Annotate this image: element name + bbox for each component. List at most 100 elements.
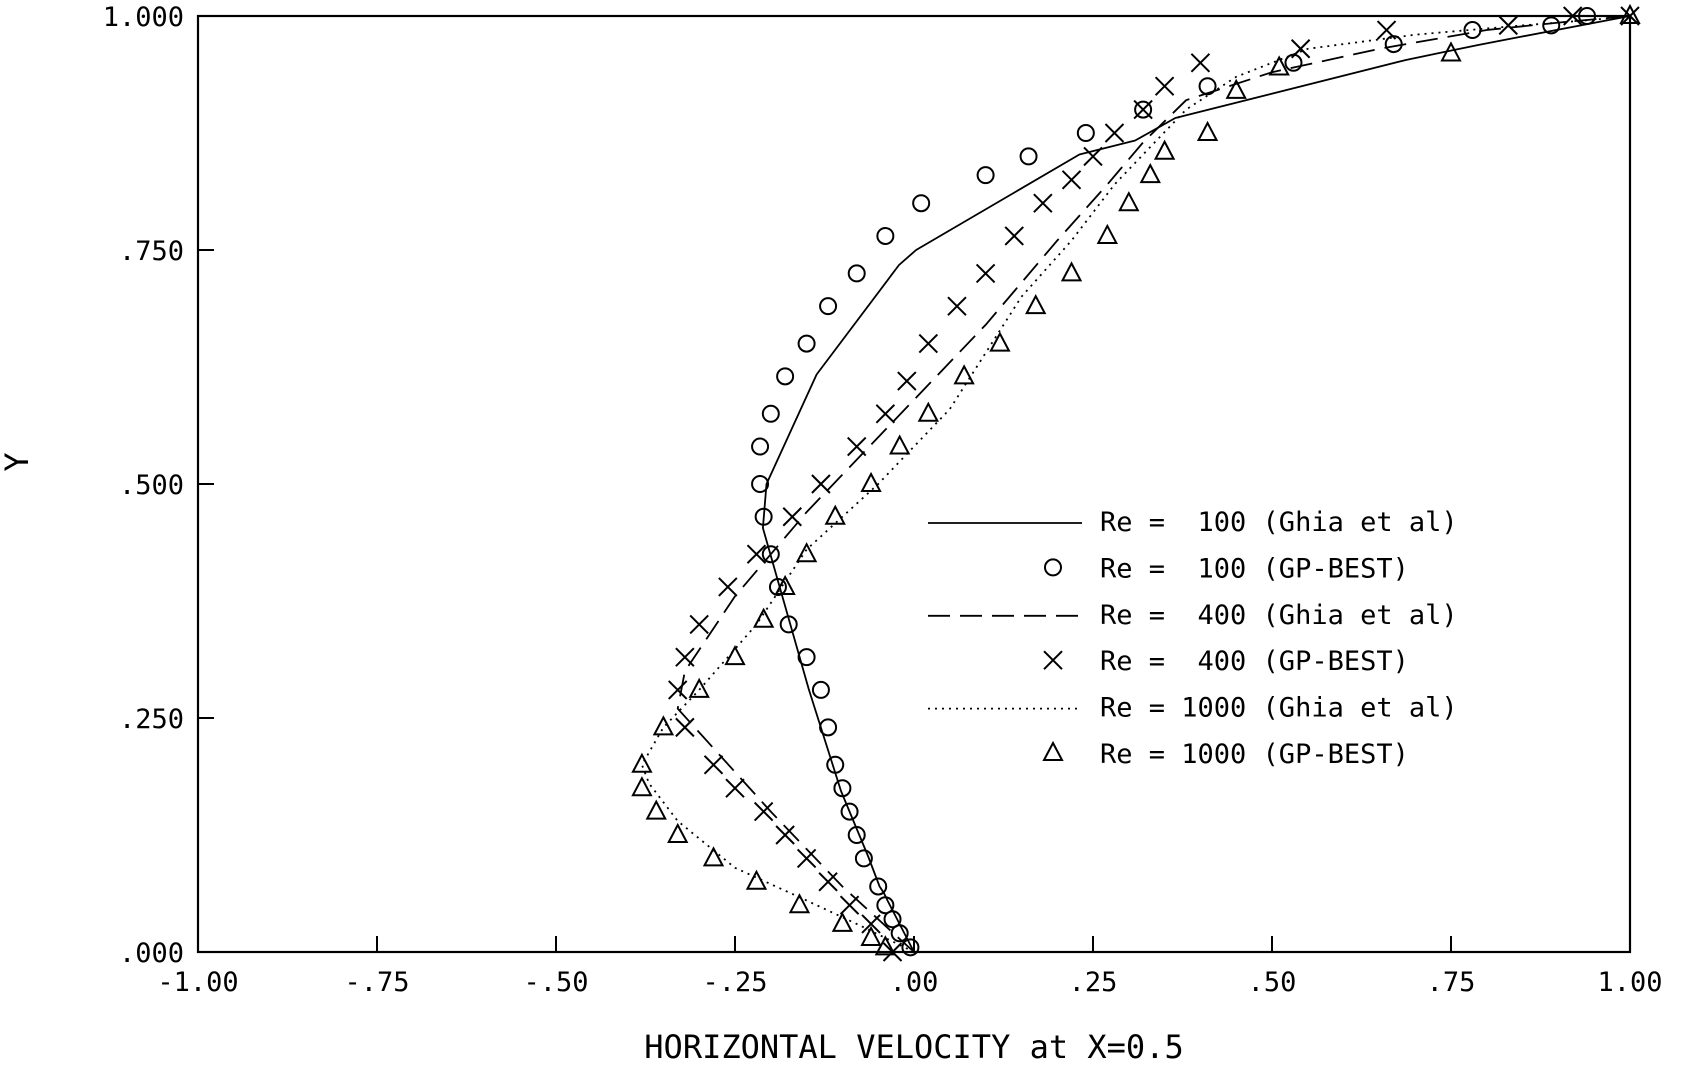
marker-triangle [889, 434, 911, 455]
x-tick-label: .75 [1427, 967, 1476, 998]
marker-triangle [1025, 294, 1047, 315]
series-layer [631, 3, 1641, 962]
marker-triangle [1060, 261, 1083, 282]
marker-triangle [831, 911, 854, 932]
legend-label: Re = 100 (GP-BEST) [1100, 553, 1409, 584]
x-tick-label: .50 [1248, 967, 1297, 998]
marker-x [782, 507, 802, 527]
marker-circle [876, 896, 895, 915]
marker-triangle [688, 677, 710, 698]
marker-triangle [774, 574, 796, 595]
marker-x [753, 801, 774, 822]
marker-x [668, 680, 688, 700]
legend-item: Re = 400 (GP-BEST) [1043, 646, 1409, 677]
y-tick-label: .500 [119, 470, 184, 501]
marker-triangle [752, 607, 775, 628]
marker-triangle [1118, 191, 1140, 212]
marker-x [1104, 123, 1125, 143]
marker-x [1083, 146, 1103, 167]
legend: Re = 100 (Ghia et al) Re = 100 (GP-BEST) R… [928, 507, 1458, 770]
legend-item: Re = 100 (GP-BEST) [1044, 553, 1409, 584]
legend-item: Re = 1000 (GP-BEST) [1042, 739, 1409, 770]
marker-circle [1076, 124, 1095, 142]
series [631, 3, 1641, 956]
marker-circle [1134, 100, 1153, 119]
marker-circle [819, 718, 838, 737]
series [762, 15, 1631, 953]
x-tick-label: 1.00 [1597, 967, 1662, 998]
marker-x [1033, 193, 1053, 213]
marker-x [875, 404, 896, 424]
marker-triangle [724, 645, 746, 666]
marker-circle [1578, 7, 1597, 25]
legend-item: Re = 100 (Ghia et al) [928, 507, 1458, 538]
marker-triangle [652, 715, 675, 736]
marker-x [897, 371, 917, 391]
marker-x [847, 436, 867, 457]
marker-triangle [1139, 162, 1161, 184]
x-tick-label: -.25 [702, 967, 767, 998]
marker-triangle [795, 542, 818, 563]
marker-x [1133, 99, 1153, 120]
marker-x [1563, 6, 1583, 26]
y-tick-label: 1.000 [103, 2, 184, 33]
marker-triangle [1042, 740, 1064, 761]
marker-x [675, 647, 695, 667]
series-line [641, 15, 1631, 953]
marker-x [818, 872, 838, 892]
marker-x [703, 755, 724, 775]
marker-triangle [953, 364, 975, 385]
legend-label: Re = 100 (Ghia et al) [1100, 507, 1458, 538]
marker-circle [826, 755, 845, 774]
marker-circle [761, 404, 780, 423]
x-axis-ticks: -1.00 -.75 -.50 -.25 .00 .25 .50 .75 1.00 [157, 936, 1663, 998]
marker-circle [1044, 558, 1062, 577]
marker-circle [811, 680, 830, 699]
marker-triangle [917, 401, 939, 422]
legend-item: Re = 400 (Ghia et al) [928, 600, 1458, 631]
legend-item: Re = 1000 (Ghia et al) [928, 693, 1458, 724]
marker-triangle [860, 925, 882, 946]
marker-circle [754, 507, 773, 526]
marker-x [725, 778, 745, 798]
series-line [762, 15, 1631, 953]
marker-x [1498, 15, 1518, 36]
marker-circle [833, 779, 852, 798]
marker-triangle [1096, 223, 1118, 244]
y-axis-title: Y [0, 452, 36, 471]
marker-triangle [645, 799, 667, 820]
marker-triangle [1619, 3, 1641, 24]
series [751, 7, 1597, 957]
marker-circle [797, 648, 816, 667]
marker-x [675, 717, 695, 738]
marker-x [1154, 76, 1175, 96]
marker-circle [840, 802, 859, 821]
legend-label: Re = 1000 (Ghia et al) [1100, 693, 1458, 724]
marker-circle [1019, 147, 1038, 166]
marker-triangle [1196, 120, 1219, 141]
marker-triangle [989, 331, 1011, 352]
x-tick-label: -.75 [344, 967, 409, 998]
y-axis-ticks: .000 .250 .500 .750 1.000 [103, 2, 214, 969]
legend-label: Re = 400 (Ghia et al) [1100, 600, 1458, 631]
legend-label: Re = 1000 (GP-BEST) [1100, 739, 1409, 770]
marker-triangle [788, 893, 811, 914]
marker-circle [776, 367, 795, 386]
marker-triangle [667, 822, 689, 843]
y-tick-label: .000 [119, 938, 184, 969]
x-tick-label: -1.00 [157, 967, 238, 998]
marker-x [947, 296, 967, 316]
marker-triangle [824, 504, 846, 525]
marker-circle [912, 194, 931, 213]
marker-x [1190, 53, 1211, 73]
marker-circle [847, 826, 866, 844]
x-axis-title: HORIZONTAL VELOCITY at X=0.5 [644, 1028, 1183, 1066]
series [668, 6, 1640, 962]
y-tick-label: .250 [119, 704, 184, 735]
series-line [676, 15, 1631, 953]
marker-x [811, 474, 831, 494]
marker-circle [819, 297, 838, 316]
marker-triangle [631, 776, 653, 797]
y-tick-label: .750 [119, 236, 184, 267]
